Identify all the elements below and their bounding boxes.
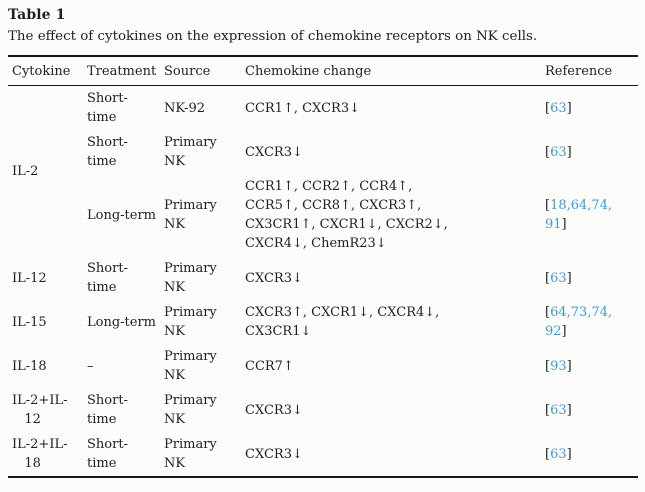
source-cell: Primary NK [164, 305, 217, 339]
cytokine-cell: IL-2+IL- 18 [12, 437, 68, 471]
treatment-cell: Short- time [87, 437, 128, 471]
reference-close-bracket: ] [561, 217, 567, 232]
table-row: IL-2 Short- time NK-92 CCR1↑, CXCR3↓ [63] [8, 86, 638, 179]
table-row: IL-15 Long-term Primary NK CXCR3↑, CXCR1↓, … [8, 300, 638, 344]
treatment-cell: Short- time [87, 91, 128, 125]
reference-open-bracket: [ [545, 358, 551, 374]
source-cell: Primary NK [164, 437, 217, 471]
citation-link[interactable]: 63 [550, 270, 567, 286]
reference-close-bracket: ] [566, 358, 572, 374]
treatment-cell: Short- time [87, 393, 128, 427]
citation-link[interactable]: 63 [550, 446, 567, 462]
reference-open-bracket: [ [545, 144, 551, 160]
table-row: Short- time Primary NK CXCR3↓ [63] [8, 130, 638, 174]
reference-open-bracket: [ [545, 446, 551, 462]
table-row: IL-12 Short- time Primary NK CXCR3↓ [63] [8, 256, 638, 300]
citation-link[interactable]: 63 [550, 402, 567, 418]
reference-cell: [63] [541, 388, 638, 432]
chemokine-change-cell: CCR1↑, CXCR3↓ [245, 100, 360, 116]
cytokine-cell: IL-15 [12, 314, 47, 330]
chemokine-change-cell: CXCR3↓ [245, 446, 303, 462]
reference-close-bracket: ] [561, 324, 567, 339]
source-cell: Primary NK [164, 261, 217, 295]
citation-link[interactable]: 63 [550, 144, 567, 160]
treatment-cell: Short- time [87, 261, 128, 295]
reference-cell: [63] [541, 86, 638, 131]
citation-link[interactable]: 18,64,74, 91 [545, 198, 613, 232]
reference-close-bracket: ] [566, 270, 572, 286]
reference-close-bracket: ] [566, 100, 572, 116]
chemokine-change-cell: CCR7↑ [245, 358, 294, 374]
reference-cell: [63] [541, 256, 638, 300]
table-row: Long-term Primary NK CCR1↑, CCR2↑, CCR4↑, … [8, 174, 638, 256]
paper-page: Table 1 The effect of cytokines on the e… [8, 7, 638, 478]
col-header-source: Source [160, 56, 241, 86]
reference-open-bracket: [ [545, 198, 551, 213]
table-label: Table 1 [8, 7, 66, 23]
cytokine-cell: IL-2 [12, 163, 39, 179]
reference-cell: [64,73,74, 92] [541, 300, 638, 344]
table-row: IL-2+IL- 12 Short- time Primary NK CXCR3↓ [6… [8, 388, 638, 432]
reference-close-bracket: ] [566, 144, 572, 160]
reference-cell: [63] [541, 130, 638, 174]
header-row: Cytokine Treatment Source Chemokine change R… [8, 56, 638, 86]
chemokine-change-cell: CXCR3↓ [245, 270, 303, 286]
cytokine-table: Cytokine Treatment Source Chemokine change R… [8, 55, 638, 478]
citation-link[interactable]: 93 [550, 358, 567, 374]
reference-open-bracket: [ [545, 270, 551, 286]
treatment-cell: Long-term [87, 207, 157, 223]
cytokine-cell: IL-18 [12, 358, 47, 374]
cytokine-cell: IL-12 [12, 270, 47, 286]
table-header: Cytokine Treatment Source Chemokine change R… [8, 56, 638, 86]
table-body: IL-2 Short- time NK-92 CCR1↑, CXCR3↓ [63] Sho… [8, 86, 638, 478]
table-caption: The effect of cytokines on the expressio… [8, 29, 538, 44]
table-row: IL-18 – Primary NK CCR7↑ [93] [8, 344, 638, 388]
table-row: IL-2+IL- 18 Short- time Primary NK CXCR3↓ [6… [8, 432, 638, 477]
cytokine-cell: IL-2+IL- 12 [12, 393, 68, 427]
citation-link[interactable]: 64,73,74, 92 [545, 305, 613, 339]
reference-open-bracket: [ [545, 100, 551, 116]
citation-link[interactable]: 63 [550, 100, 567, 116]
source-cell: Primary NK [164, 135, 217, 169]
chemokine-change-cell: CXCR3↑, CXCR1↓, CXCR4↓, CX3CR1↓ [245, 305, 440, 339]
reference-cell: [18,64,74, 91] [541, 174, 638, 256]
col-header-treatment: Treatment [83, 56, 160, 86]
col-header-reference: Reference [541, 56, 638, 86]
source-cell: Primary NK [164, 349, 217, 383]
chemokine-change-cell: CXCR3↓ [245, 402, 303, 418]
reference-open-bracket: [ [545, 305, 551, 320]
reference-close-bracket: ] [566, 402, 572, 418]
col-header-cytokine: Cytokine [8, 56, 83, 86]
treatment-cell: Long-term [87, 314, 157, 330]
source-cell: Primary NK [164, 393, 217, 427]
reference-cell: [63] [541, 432, 638, 477]
col-header-chemokine-change: Chemokine change [241, 56, 541, 86]
reference-close-bracket: ] [566, 446, 572, 462]
chemokine-change-cell: CCR1↑, CCR2↑, CCR4↑, CCR5↑, CCR8↑, CXCR3… [245, 179, 448, 251]
treatment-cell: Short- time [87, 135, 128, 169]
source-cell: Primary NK [164, 198, 217, 232]
reference-cell: [93] [541, 344, 638, 388]
source-cell: NK-92 [164, 100, 206, 116]
reference-open-bracket: [ [545, 402, 551, 418]
chemokine-change-cell: CXCR3↓ [245, 144, 303, 160]
treatment-cell: – [87, 358, 94, 374]
